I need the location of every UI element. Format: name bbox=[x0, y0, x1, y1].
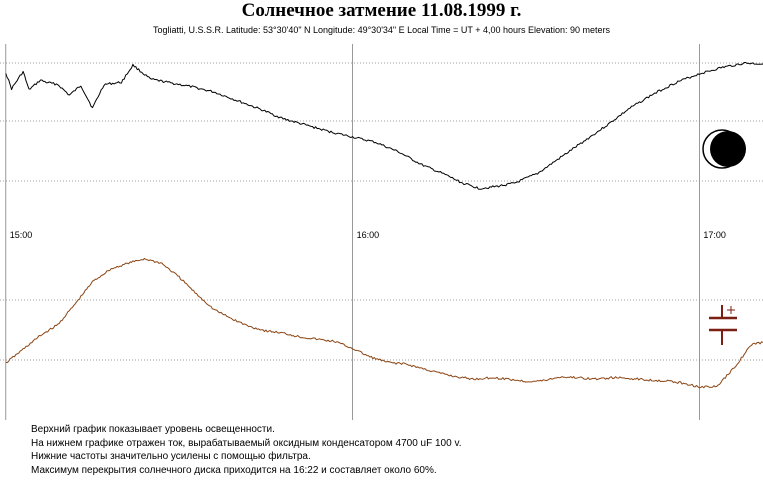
page-title: Солнечное затмение 11.08.1999 г. bbox=[241, 0, 522, 21]
note-line: Максимум перекрытия солнечного диска при… bbox=[31, 464, 437, 476]
series-layer bbox=[5, 62, 763, 389]
location-subtitle: Togliatti, U.S.S.R. Latitude: 53°30'40" … bbox=[152, 25, 611, 35]
capacitor-symbol-icon bbox=[709, 305, 737, 345]
partial-solar-eclipse-icon bbox=[702, 129, 746, 169]
illumination-series-line bbox=[5, 62, 763, 190]
note-line: Верхний график показывает уровень освеще… bbox=[31, 424, 275, 435]
x-tick-label: 16:00 bbox=[357, 230, 380, 240]
x-tick-label: 15:00 bbox=[10, 230, 33, 240]
current-series-line bbox=[5, 257, 763, 389]
note-line: Нижние частоты значительно усилены с пом… bbox=[31, 451, 311, 463]
x-tick-labels: 15:00 16:00 17:00 bbox=[10, 230, 726, 240]
x-tick-label: 17:00 bbox=[703, 230, 726, 240]
notes-block: Верхний график показывает уровень освеще… bbox=[31, 423, 462, 477]
note-line: На нижнем графике отражен ток, вырабатыв… bbox=[31, 437, 462, 449]
grid-lines bbox=[0, 44, 763, 420]
